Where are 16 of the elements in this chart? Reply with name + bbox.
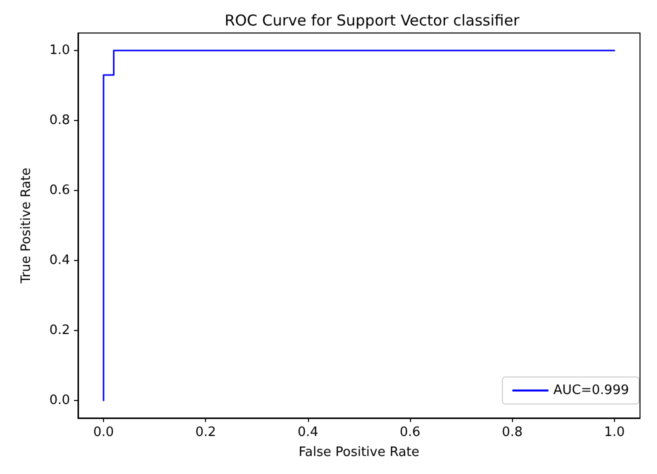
x-tick-label: 0.8 bbox=[502, 425, 523, 440]
y-axis-title: True Positive Rate bbox=[19, 168, 34, 284]
y-tick-label: 0.8 bbox=[49, 113, 70, 128]
chart-title: ROC Curve for Support Vector classifier bbox=[224, 12, 520, 30]
x-tick-label: 0.6 bbox=[400, 425, 420, 440]
x-axis-title: False Positive Rate bbox=[298, 445, 420, 460]
y-tick-label: 0.0 bbox=[49, 393, 70, 408]
y-tick-label: 1.0 bbox=[49, 43, 70, 58]
legend-label: AUC=0.999 bbox=[553, 383, 630, 398]
y-tick-label: 0.4 bbox=[49, 253, 70, 268]
x-tick-label: 0.2 bbox=[195, 425, 216, 440]
x-tick-label: 0.0 bbox=[93, 425, 114, 440]
y-tick-label: 0.6 bbox=[49, 183, 70, 198]
x-tick-label: 0.4 bbox=[298, 425, 318, 440]
x-tick-label: 1.0 bbox=[604, 425, 625, 440]
y-tick-label: 0.2 bbox=[49, 323, 70, 338]
